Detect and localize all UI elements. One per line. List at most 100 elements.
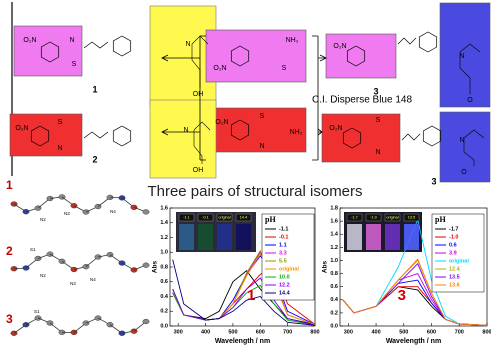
inset-label: -1.7 (351, 216, 358, 220)
y-axis-label: Abs (322, 260, 329, 273)
compound-label: 2 (92, 154, 97, 164)
legend-entry: 3.3 (279, 250, 287, 256)
crystal-atom: N4 (90, 277, 96, 282)
y-tick-label: 0.8 (160, 264, 168, 270)
inset-label: -0.1 (202, 216, 209, 220)
y-tick-label: 0.8 (330, 271, 338, 277)
y-tick-label: 0.2 (330, 310, 338, 316)
atom-label: OH (193, 91, 204, 98)
legend-entry: 12.2 (279, 282, 290, 288)
ring (419, 32, 436, 52)
heading: Three pairs of structural isomers (147, 183, 362, 200)
legend-title: pH (265, 215, 276, 224)
atom-label: O₂N (213, 65, 226, 72)
atom-label: N (57, 145, 62, 152)
x-tick-label: 800 (310, 329, 319, 335)
atom-label: N (459, 53, 464, 60)
atom-label: O₂N (333, 43, 346, 50)
y-tick-label: 1.2 (330, 245, 338, 251)
y-tick-label: 1.4 (330, 232, 339, 238)
legend-entry: 3.9 (449, 250, 457, 256)
legend-entry: 1.1 (279, 242, 287, 248)
x-tick-label: 600 (256, 329, 265, 335)
atom-label: O₂N (215, 119, 228, 126)
legend-entry: 12.4 (449, 266, 461, 272)
atom-label: S (376, 117, 381, 124)
vial (217, 224, 232, 250)
ring (423, 126, 440, 146)
y-tick-label: 1.2 (160, 235, 168, 241)
x-tick-label: 400 (201, 329, 210, 335)
chart-annotation: 3 (398, 287, 406, 304)
atom-label: O₂N (15, 125, 28, 132)
ring (113, 36, 130, 56)
x-tick-label: 800 (482, 329, 491, 335)
atom-label: O₂N (23, 37, 36, 44)
atom-label: N (185, 41, 190, 48)
atom-label: N (69, 37, 74, 44)
atom-label: O₂N (329, 125, 342, 132)
x-tick-label: 400 (371, 329, 380, 335)
y-tick-label: 0.2 (160, 309, 168, 315)
legend-entry: -1.1 (279, 226, 288, 232)
inset-label: original (218, 216, 230, 220)
vial (347, 224, 362, 250)
x-tick-label: 300 (174, 329, 183, 335)
atom-label: OH (193, 167, 204, 174)
crystal-atom: N4 (110, 209, 116, 214)
box (440, 3, 490, 107)
vial (179, 224, 194, 250)
legend-entry: 0.6 (449, 242, 457, 248)
crystal-label: 2 (6, 244, 13, 258)
dye-name: C.I. Disperse Blue 148 (312, 95, 412, 106)
y-tick-label: 0.6 (160, 279, 168, 285)
crystal-label: 3 (6, 312, 13, 326)
vial (198, 224, 213, 250)
inset-label: original (386, 216, 398, 220)
crystal-atom: N3 (70, 281, 76, 286)
inset-label: 14.4 (240, 216, 247, 220)
atom (143, 263, 149, 268)
crystal-atom: N2 (40, 273, 46, 278)
legend-entry: original (449, 258, 469, 264)
legend-entry: 13.5 (449, 274, 460, 280)
legend-entry: -0.1 (279, 234, 288, 240)
inset-label: -1.0 (370, 216, 377, 220)
atom-label: N (459, 137, 464, 144)
atom-label: S (260, 113, 265, 120)
atom-label: S (72, 61, 77, 68)
y-axis-label: Abs (152, 260, 159, 273)
crystal-atom: N3 (64, 211, 70, 216)
x-tick-label: 500 (228, 329, 237, 335)
box (14, 26, 82, 76)
y-tick-label: 1.8 (330, 205, 338, 211)
x-tick-label: 700 (283, 329, 292, 335)
legend-title: pH (435, 215, 446, 224)
crystal-atom: S1 (30, 247, 36, 252)
x-axis-label: Wavelength / nm (386, 338, 441, 345)
chart-annotation: 1 (247, 287, 255, 304)
legend-entry: 13.6 (449, 282, 460, 288)
ring (113, 126, 130, 146)
box (326, 34, 396, 78)
series-line (343, 287, 487, 326)
legend-entry: 10.0 (279, 274, 290, 280)
atom-label: O (467, 97, 473, 104)
y-tick-label: 1.6 (160, 205, 168, 211)
vial (366, 224, 381, 250)
atom-label: NH₂ (286, 37, 299, 44)
y-tick-label: 1.4 (160, 220, 169, 226)
inset-label: 13.5 (408, 216, 415, 220)
x-tick-label: 600 (427, 329, 436, 335)
y-tick-label: 1.6 (330, 219, 338, 225)
y-tick-label: 0.0 (330, 323, 338, 329)
legend-entry: -1.7 (449, 226, 458, 232)
inset-label: -1.1 (183, 216, 190, 220)
legend-entry: 14.4 (279, 290, 291, 296)
series-line (343, 287, 487, 326)
legend-entry: -1.0 (449, 234, 458, 240)
x-tick-label: 300 (344, 329, 353, 335)
y-tick-label: 0.6 (330, 284, 338, 290)
y-tick-label: 1.0 (160, 250, 168, 256)
x-axis-label: Wavelength / nm (215, 338, 270, 345)
